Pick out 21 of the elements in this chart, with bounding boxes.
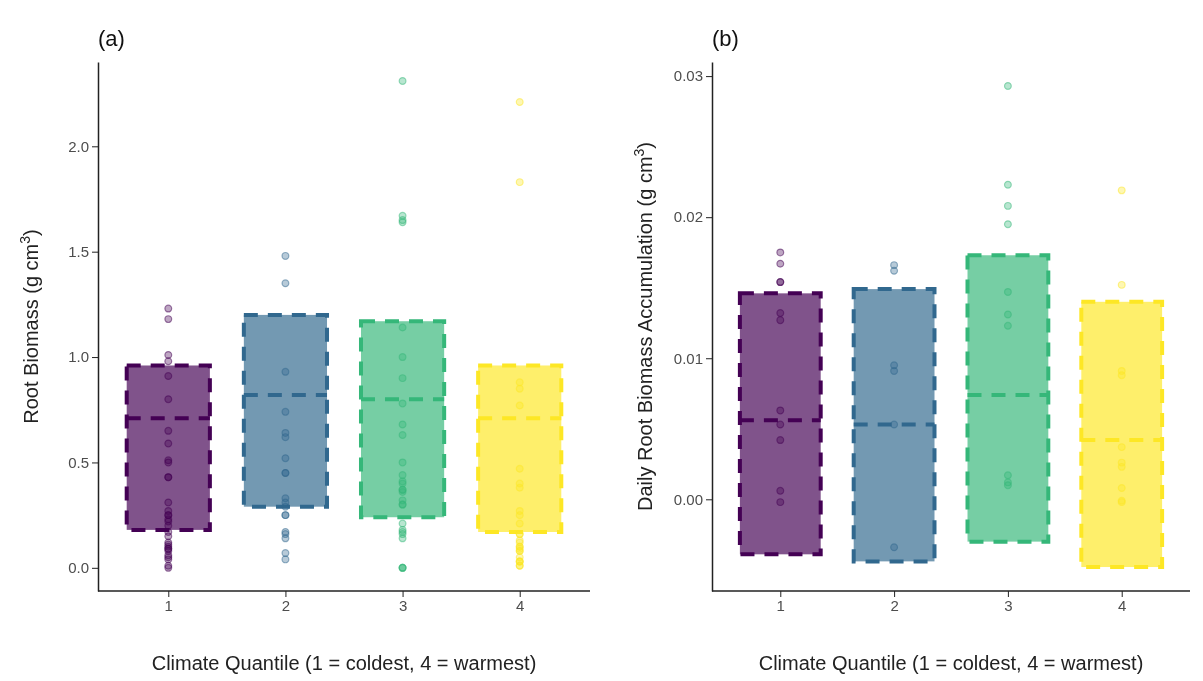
x-tick-label: 2 bbox=[281, 596, 291, 614]
y-tick-label: 0.0 bbox=[68, 559, 89, 577]
x-tick-label: 1 bbox=[164, 596, 173, 614]
x-tick-label: 3 bbox=[1004, 596, 1013, 614]
y-tick-label: 0.01 bbox=[673, 349, 703, 367]
x-tick-label: 2 bbox=[890, 596, 899, 614]
y-tick-label: 2.0 bbox=[68, 137, 89, 155]
y-tick-label: 0.5 bbox=[68, 453, 89, 471]
y-tick-label: 1.5 bbox=[68, 242, 89, 260]
y-tick-label: 0.02 bbox=[673, 208, 703, 226]
y-tick-label: 1.0 bbox=[68, 348, 89, 366]
chart-title: (a) bbox=[98, 26, 125, 51]
x-tick-label: 4 bbox=[516, 596, 525, 614]
y-tick-label: 0.03 bbox=[673, 67, 703, 85]
chart-title: (b) bbox=[712, 26, 739, 51]
x-axis-title: Climate Quantile (1 = coldest, 4 = warmest) bbox=[151, 652, 537, 674]
x-tick-label: 4 bbox=[1118, 596, 1127, 614]
x-tick-label: 3 bbox=[398, 596, 408, 614]
x-axis-title: Climate Quantile (1 = coldest, 4 = warmest) bbox=[758, 652, 1144, 674]
y-tick-label: 0.00 bbox=[673, 490, 703, 508]
x-tick-label: 1 bbox=[776, 596, 785, 614]
